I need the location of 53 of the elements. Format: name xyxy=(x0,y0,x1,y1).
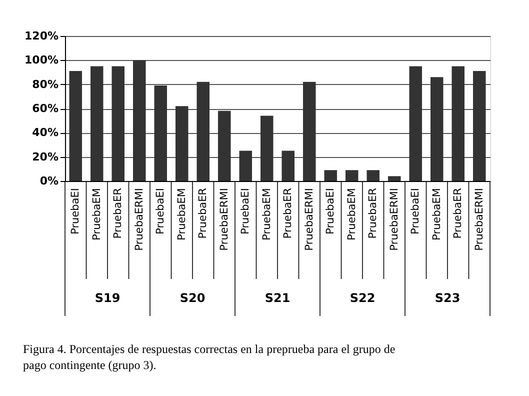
x-tick-label: PruebaERMI xyxy=(303,188,316,251)
y-tick-label: 20% xyxy=(32,150,58,164)
x-tick-label: PruebaERMI xyxy=(218,188,230,251)
x-tick-label: PruebaER xyxy=(282,188,294,239)
x-tick-label: PruebaEI xyxy=(324,188,337,234)
bar xyxy=(366,170,380,181)
text: S21 xyxy=(264,291,290,305)
x-tick-label: PruebaERMI xyxy=(133,188,146,251)
x-tick-label: PruebaEM xyxy=(260,188,273,240)
y-tick-label: 60% xyxy=(32,102,58,115)
bar xyxy=(324,170,337,181)
x-tick-label: PruebaER xyxy=(452,188,464,239)
bar xyxy=(196,82,210,181)
bar xyxy=(112,66,124,181)
bar xyxy=(282,150,294,181)
bar xyxy=(303,82,316,181)
bar xyxy=(154,86,167,181)
y-tick-label: 40% xyxy=(32,126,58,140)
x-tick-label: PruebaER xyxy=(367,188,380,239)
bar xyxy=(473,71,486,181)
x-tick-label: PruebaEI xyxy=(70,188,82,234)
bar xyxy=(69,71,82,181)
bar xyxy=(452,66,464,181)
x-tick-label: PruebaER xyxy=(197,188,210,239)
bar xyxy=(176,106,188,181)
bar xyxy=(239,150,252,181)
y-tick-label: 100% xyxy=(24,54,58,67)
x-tick-label: PruebaEM xyxy=(346,188,358,240)
text: S19 xyxy=(94,291,120,305)
text: S20 xyxy=(180,291,206,305)
y-tick-label: 120% xyxy=(24,30,58,42)
text: Figura 4. Porcentajes de respuestas correctas en la preprueba para el grupo de pago contingente (grupo 3). xyxy=(23,342,396,372)
bar xyxy=(388,176,401,181)
bar xyxy=(90,66,104,181)
bar xyxy=(260,116,274,181)
x-tick-label: PruebaERMI xyxy=(388,188,400,251)
x-tick-label: PruebaEM xyxy=(176,188,188,240)
x-tick-label: PruebaERMI xyxy=(473,188,486,251)
bar xyxy=(218,110,231,181)
bar xyxy=(133,60,146,181)
text: S22 xyxy=(350,291,376,305)
y-tick-label: 0% xyxy=(40,174,58,188)
x-tick-label: PruebaEI xyxy=(154,188,167,234)
x-tick-label: PruebaEI xyxy=(410,188,422,234)
y-tick-label: 80% xyxy=(32,78,58,91)
bar xyxy=(430,77,444,181)
x-tick-label: PruebaER xyxy=(112,188,124,239)
bar xyxy=(409,66,422,181)
text: S23 xyxy=(434,291,460,305)
bar xyxy=(346,170,358,181)
x-tick-label: PruebaEM xyxy=(430,188,443,240)
x-tick-label: PruebaEM xyxy=(90,188,103,240)
x-tick-label: PruebaEI xyxy=(240,188,252,234)
